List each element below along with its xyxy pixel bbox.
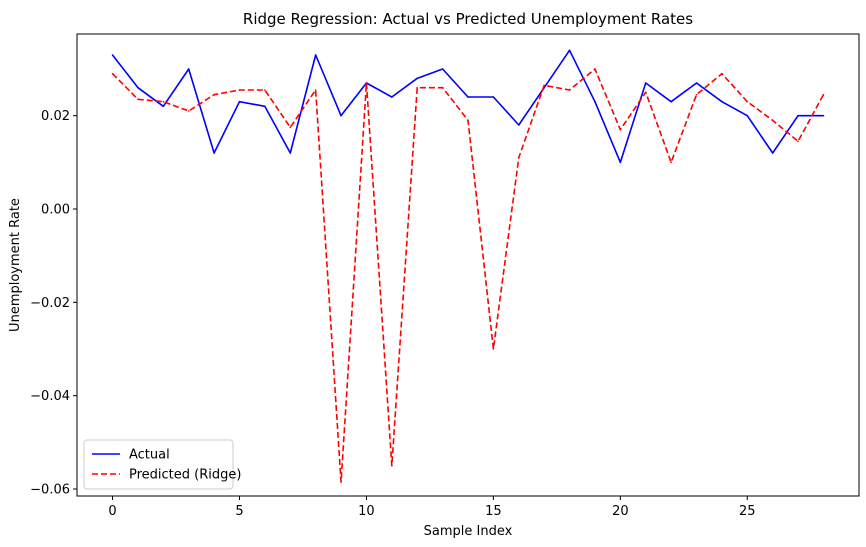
data-point — [822, 114, 825, 117]
x-axis: 0 5 10 15 20 25 — [108, 496, 756, 519]
x-tick-label: 20 — [612, 504, 629, 519]
data-point — [771, 119, 774, 122]
legend-frame — [83, 439, 234, 490]
data-point — [568, 89, 571, 91]
data-point — [644, 91, 647, 94]
data-point — [111, 72, 114, 75]
data-point — [340, 481, 342, 483]
y-tick-label: −0.06 — [30, 483, 70, 498]
data-point — [289, 126, 292, 129]
x-tick-label: 25 — [739, 504, 756, 519]
data-point — [543, 84, 545, 87]
y-tick-label: −0.04 — [30, 389, 70, 404]
legend: Actual Predicted (Ridge) — [83, 439, 241, 490]
data-point — [695, 82, 698, 84]
data-point — [391, 464, 393, 467]
data-point — [619, 128, 622, 131]
y-axis-label: Unemployment Rate — [8, 198, 23, 332]
data-point — [289, 152, 292, 154]
data-point — [619, 161, 622, 164]
data-point — [365, 82, 368, 84]
data-point — [238, 100, 241, 103]
data-point — [391, 96, 393, 98]
data-point — [441, 68, 444, 70]
x-tick-label: 5 — [235, 504, 243, 519]
data-point — [492, 348, 495, 350]
data-point — [517, 124, 520, 126]
data-point — [213, 152, 215, 154]
data-point — [746, 114, 749, 117]
data-point — [314, 54, 317, 56]
data-point — [721, 72, 723, 75]
data-point — [416, 86, 419, 89]
data-point — [467, 96, 469, 98]
x-tick-label: 15 — [485, 504, 502, 519]
y-tick-label: 0.02 — [41, 109, 70, 124]
data-point — [187, 68, 190, 70]
data-point — [746, 100, 749, 103]
data-point — [822, 93, 825, 96]
data-point — [441, 86, 444, 89]
data-point — [162, 100, 165, 103]
data-point — [721, 100, 723, 103]
y-tick-label: −0.02 — [30, 296, 70, 311]
data-point — [670, 161, 672, 164]
legend-label-1: Actual — [129, 448, 170, 463]
data-point — [695, 93, 698, 96]
x-tick-label: 0 — [108, 504, 116, 519]
data-point — [517, 156, 520, 159]
data-point — [670, 100, 672, 103]
data-point — [467, 119, 469, 122]
data-point — [264, 105, 266, 108]
data-point — [416, 77, 419, 80]
data-point — [137, 86, 139, 89]
series-layer — [111, 49, 825, 483]
data-point — [771, 152, 774, 154]
x-tick-label: 10 — [358, 504, 375, 519]
data-point — [568, 49, 571, 52]
data-point — [162, 105, 165, 108]
data-point — [492, 96, 495, 98]
data-point — [797, 114, 799, 117]
data-point — [594, 100, 596, 103]
plot-frame — [76, 33, 860, 497]
data-point — [238, 89, 241, 91]
x-axis-label: Sample Index — [424, 524, 513, 539]
data-point — [264, 89, 266, 91]
chart-title: Ridge Regression: Actual vs Predicted Un… — [243, 10, 693, 28]
data-point — [213, 93, 215, 96]
data-point — [187, 110, 190, 112]
data-point — [594, 68, 596, 70]
y-axis: −0.06 −0.04 −0.02 0.00 0.02 — [30, 109, 77, 498]
data-point — [797, 140, 799, 143]
data-point — [137, 98, 139, 101]
data-point — [111, 54, 114, 56]
legend-label-2: Predicted (Ridge) — [129, 468, 241, 483]
data-point — [314, 89, 317, 91]
data-point — [644, 82, 647, 84]
y-tick-label: 0.00 — [41, 203, 70, 218]
data-point — [340, 114, 342, 117]
